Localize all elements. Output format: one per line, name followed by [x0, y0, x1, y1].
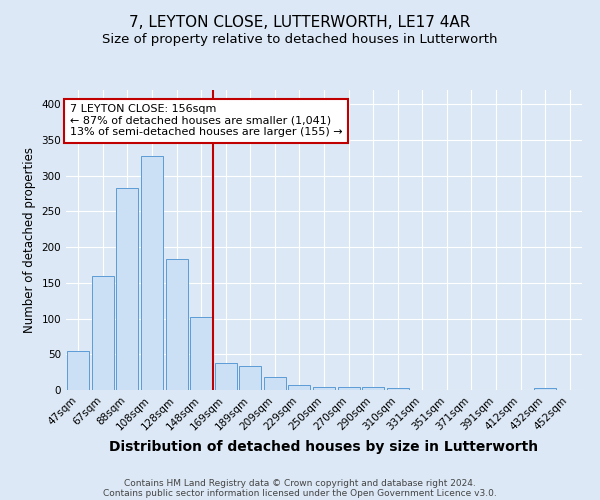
Bar	[264, 377, 286, 390]
Bar	[116, 188, 139, 390]
Bar	[338, 387, 359, 390]
Bar	[190, 317, 212, 390]
X-axis label: Distribution of detached houses by size in Lutterworth: Distribution of detached houses by size …	[109, 440, 539, 454]
Bar	[215, 363, 237, 390]
Bar	[313, 387, 335, 390]
Text: Contains HM Land Registry data © Crown copyright and database right 2024.: Contains HM Land Registry data © Crown c…	[124, 478, 476, 488]
Bar	[534, 388, 556, 390]
Bar	[289, 385, 310, 390]
Bar	[386, 388, 409, 390]
Text: Size of property relative to detached houses in Lutterworth: Size of property relative to detached ho…	[102, 32, 498, 46]
Bar	[166, 260, 188, 390]
Text: Contains public sector information licensed under the Open Government Licence v3: Contains public sector information licen…	[103, 488, 497, 498]
Bar	[67, 350, 89, 390]
Bar	[141, 156, 163, 390]
Text: 7, LEYTON CLOSE, LUTTERWORTH, LE17 4AR: 7, LEYTON CLOSE, LUTTERWORTH, LE17 4AR	[130, 15, 470, 30]
Text: 7 LEYTON CLOSE: 156sqm
← 87% of detached houses are smaller (1,041)
13% of semi-: 7 LEYTON CLOSE: 156sqm ← 87% of detached…	[70, 104, 343, 138]
Bar	[239, 366, 262, 390]
Bar	[362, 387, 384, 390]
Y-axis label: Number of detached properties: Number of detached properties	[23, 147, 36, 333]
Bar	[92, 276, 114, 390]
